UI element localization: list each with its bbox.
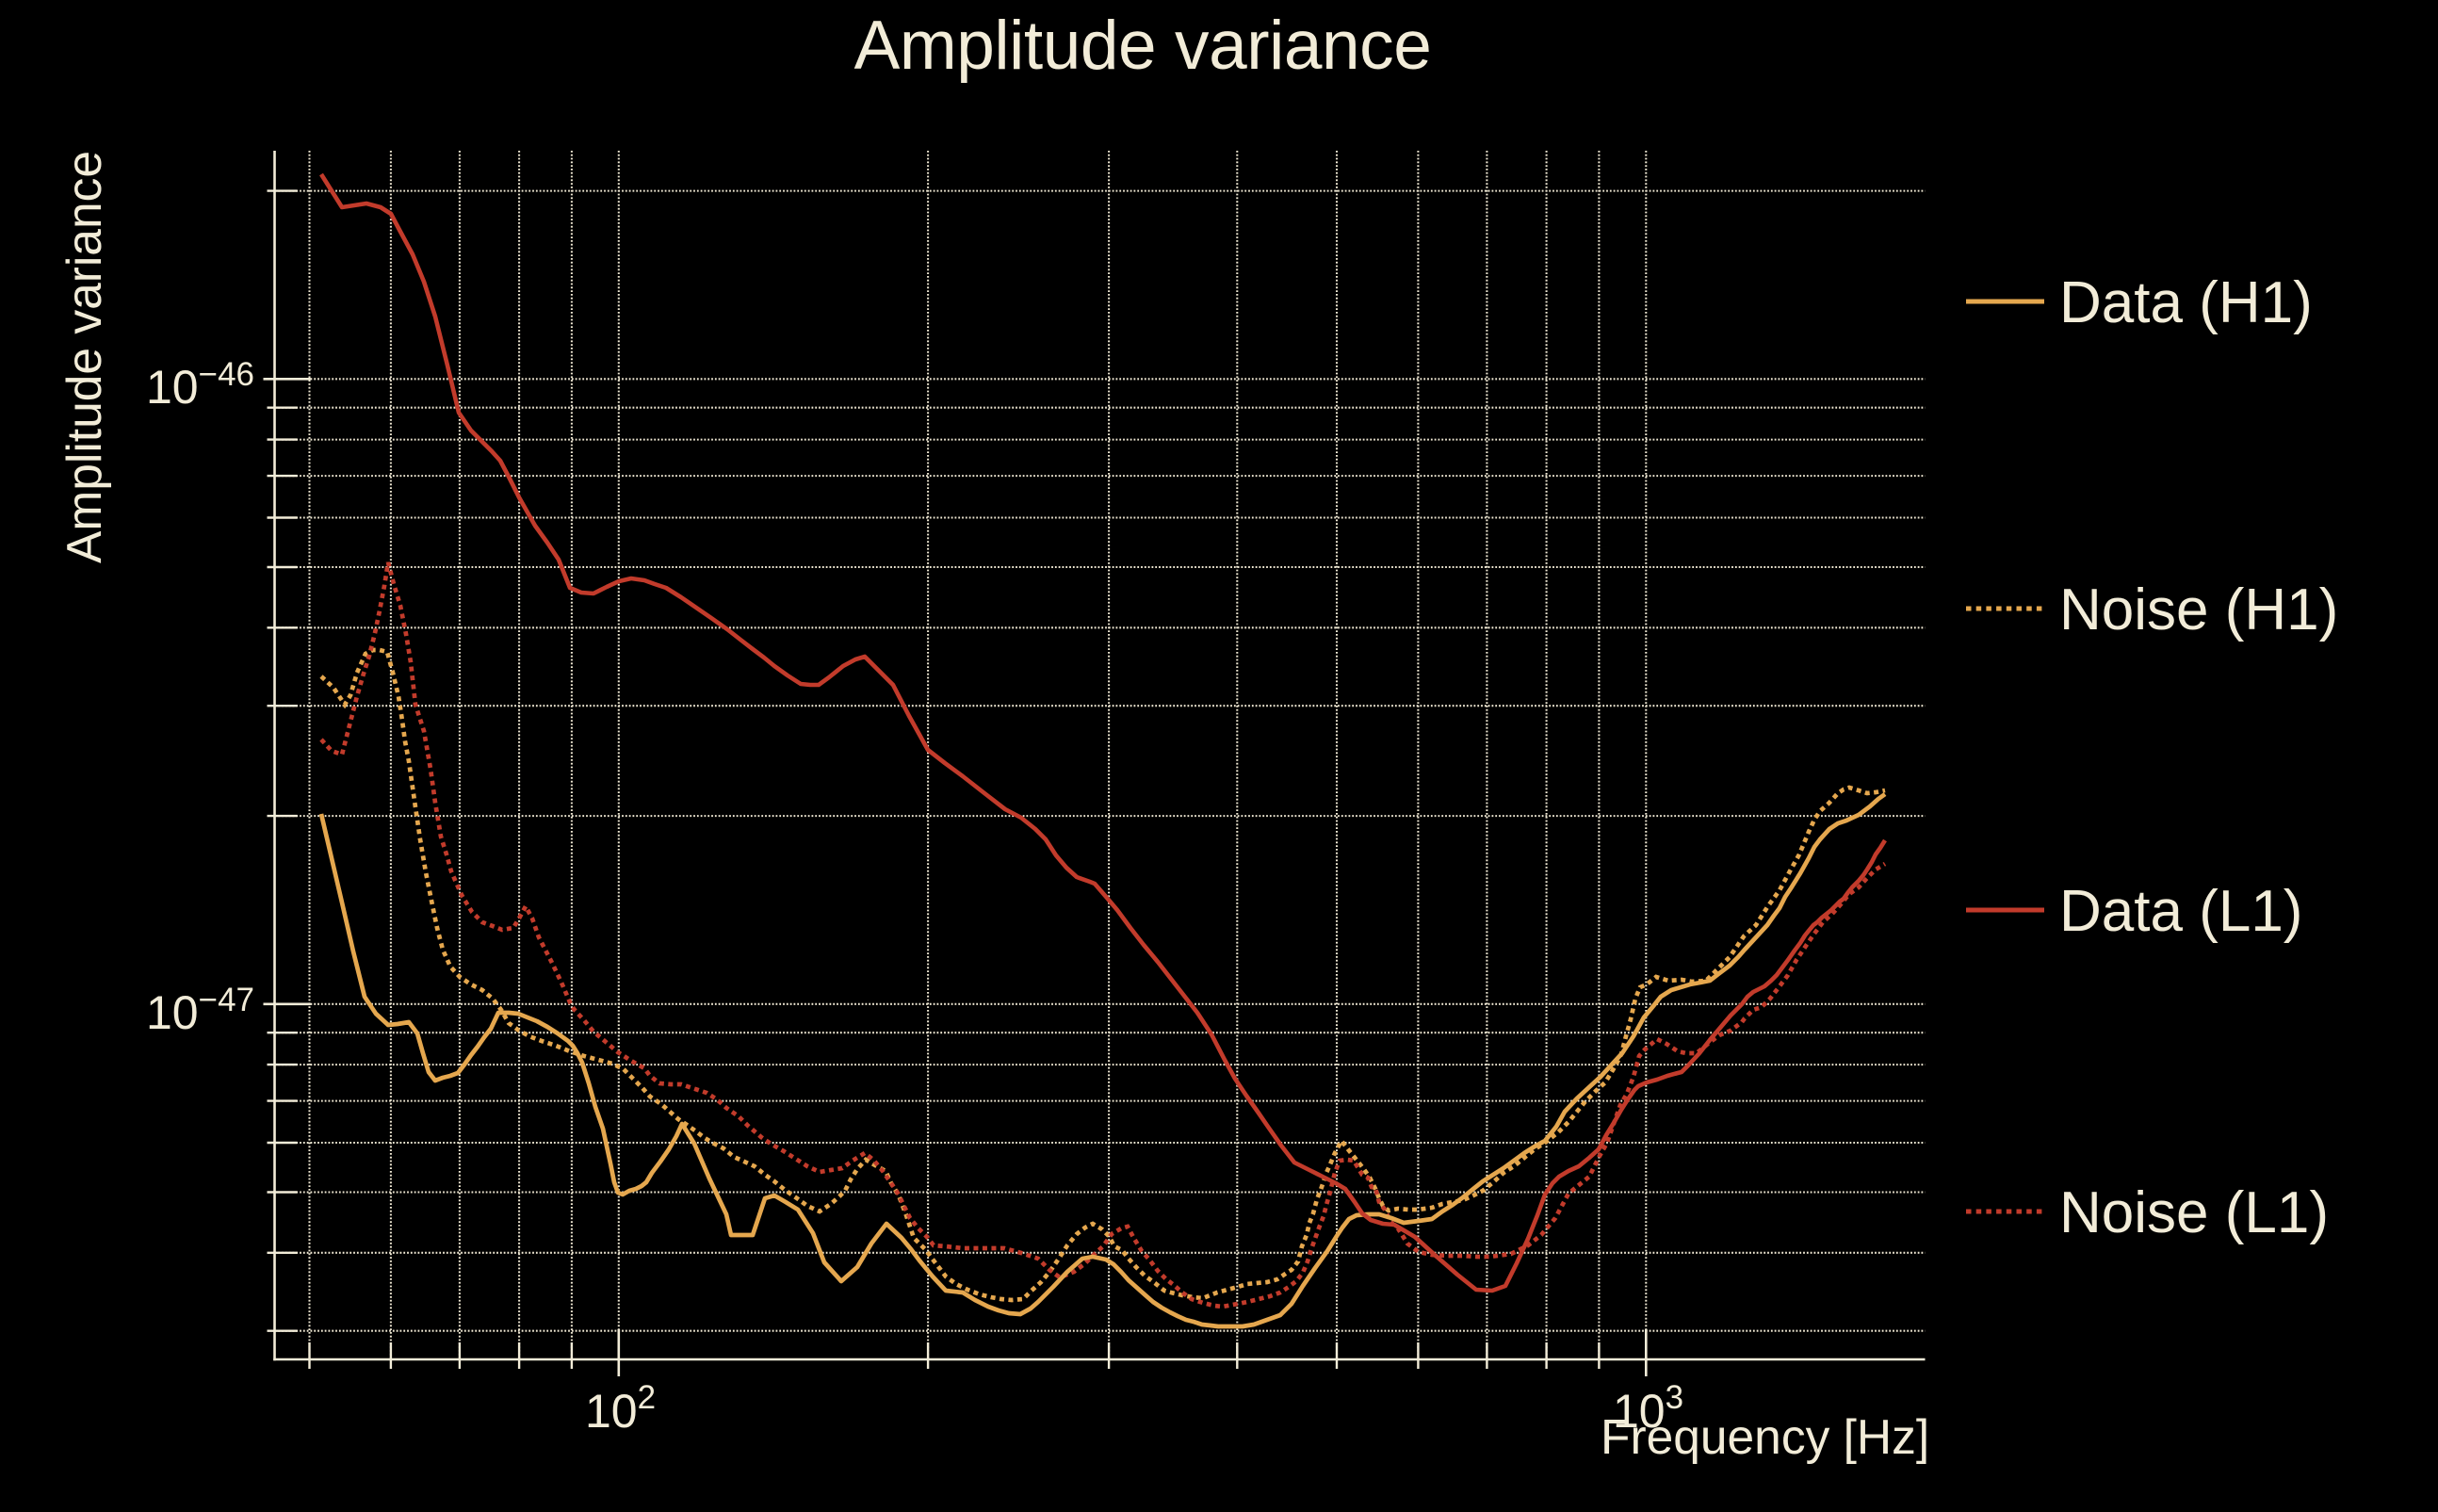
svg-text:Data (H1): Data (H1) (2059, 270, 2313, 335)
svg-text:Noise (H1): Noise (H1) (2059, 577, 2338, 642)
svg-text:103: 103 (1613, 1379, 1683, 1438)
svg-text:Data (L1): Data (L1) (2059, 879, 2302, 944)
svg-text:Amplitude variance: Amplitude variance (854, 8, 1432, 84)
svg-text:Noise (L1): Noise (L1) (2059, 1180, 2329, 1245)
svg-text:Frequency [Hz]: Frequency [Hz] (1601, 1409, 1929, 1464)
svg-text:Amplitude variance: Amplitude variance (57, 151, 111, 563)
